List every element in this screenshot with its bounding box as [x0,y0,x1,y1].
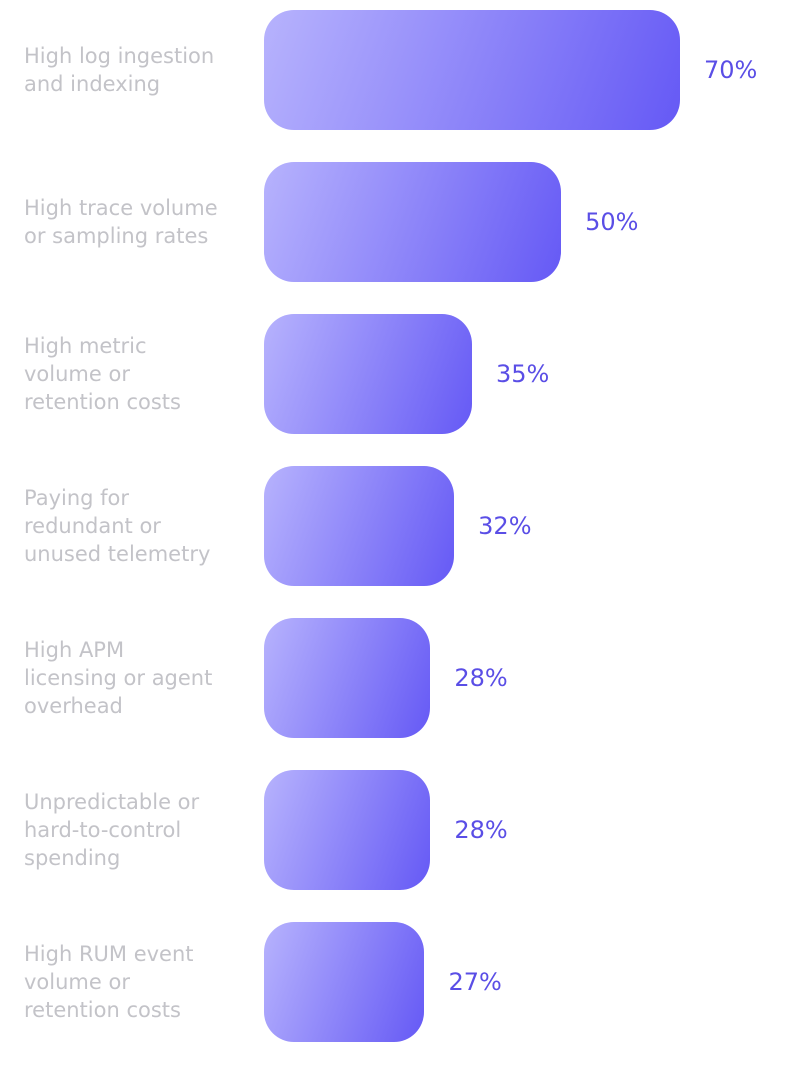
category-label: High log ingestion and indexing [24,44,215,96]
bar-row: High log ingestion and indexing 70% [0,10,786,130]
category-label: High APM licensing or agent overhead [24,638,213,718]
bar-row: High APM licensing or agent overhead 28% [0,618,786,738]
category-label: High metric volume or retention costs [24,334,181,414]
bar-row: Unpredictable or hard-to-control spendin… [0,770,786,890]
category-label: Paying for redundant or unused telemetry [24,486,211,566]
value-label: 50% [585,208,639,236]
category-label: High trace volume or sampling rates [24,196,218,248]
category-label: High RUM event volume or retention costs [24,942,194,1022]
value-label: 27% [448,968,502,996]
bar-row: High trace volume or sampling rates 50% [0,162,786,282]
value-label: 35% [496,360,550,388]
value-label: 32% [478,512,532,540]
bar-row: High RUM event volume or retention costs… [0,922,786,1042]
value-label: 28% [454,816,508,844]
bar-row: High metric volume or retention costs 35% [0,314,786,434]
bar [264,466,455,586]
bar [264,162,562,282]
value-label: 70% [704,56,758,84]
bar [264,922,425,1042]
bar-row: Paying for redundant or unused telemetry… [0,466,786,586]
category-label: Unpredictable or hard-to-control spendin… [24,790,200,870]
value-label: 28% [454,664,508,692]
bar [264,10,680,130]
bar [264,770,431,890]
bar [264,618,431,738]
bar [264,314,472,434]
